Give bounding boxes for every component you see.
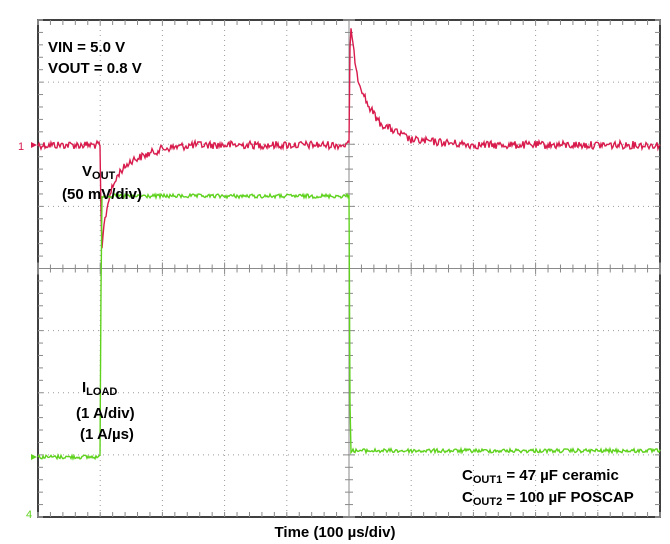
channel-1-arrow-icon bbox=[31, 142, 37, 148]
channel-4-arrow-icon bbox=[31, 454, 37, 460]
iload-trace-label: ILOAD bbox=[82, 379, 118, 398]
iload-slew-label: (1 A/µs) bbox=[80, 426, 134, 443]
traces bbox=[31, 28, 661, 461]
iload-scale-label: (1 A/div) bbox=[76, 405, 135, 422]
trace-channel-4 bbox=[37, 192, 661, 461]
vout-trace-label: VOUT bbox=[82, 163, 116, 182]
cout1-annotation: COUT1 = 47 µF ceramic bbox=[462, 467, 619, 486]
trace-channel-1 bbox=[37, 28, 661, 249]
vin-annotation: VIN = 5.0 V bbox=[48, 39, 126, 56]
channel-4-marker: 4 bbox=[26, 509, 33, 521]
channel-1-marker: 1 bbox=[18, 141, 25, 153]
cout2-annotation: COUT2 = 100 µF POSCAP bbox=[462, 489, 634, 508]
vout-scale-label: (50 mV/div) bbox=[62, 186, 143, 203]
x-axis-label: Time (100 µs/div) bbox=[274, 524, 396, 541]
vout-annotation: VOUT = 0.8 V bbox=[48, 60, 142, 77]
